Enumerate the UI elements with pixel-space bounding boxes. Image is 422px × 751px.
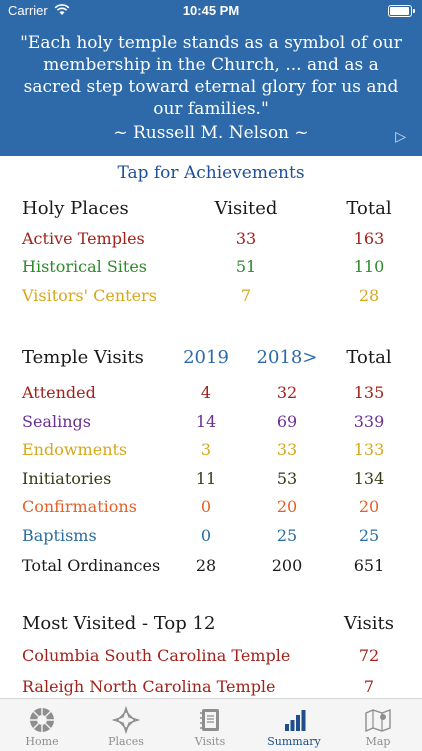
holy-places-header: Holy Places Visited Total	[0, 198, 422, 222]
temple-home-icon	[30, 708, 54, 732]
row-label: Total Ordinances	[22, 556, 161, 575]
ordinance-row-sealings: Sealings 14 69 339	[0, 412, 422, 436]
value-2019: 0	[200, 526, 212, 545]
row-label: Visitors' Centers	[22, 286, 157, 305]
visited-value: 7	[240, 286, 252, 305]
tab-places[interactable]: Places	[84, 699, 168, 751]
row-label: Attended	[22, 383, 96, 402]
quote-line: "Each holy temple stands as a symbol of …	[20, 33, 402, 53]
temple-visits-header: Temple Visits 2019 2018> Total	[0, 347, 422, 371]
quote-text: "Each holy temple stands as a symbol of …	[20, 32, 402, 120]
ordinance-row-initiatories: Initiatories 11 53 134	[0, 469, 422, 493]
map-icon	[365, 708, 391, 733]
visits-value: 72	[358, 646, 380, 665]
value-2018: 20	[276, 497, 298, 516]
total-value: 134	[353, 469, 385, 488]
battery-icon	[388, 5, 415, 17]
row-label: Confirmations	[22, 497, 137, 516]
total-value: 651	[353, 556, 385, 575]
value-2019: 11	[195, 469, 217, 488]
journal-icon	[200, 709, 219, 731]
tab-label: Summary	[267, 735, 321, 748]
total-value: 110	[353, 257, 385, 276]
quote-line: membership in the Church, ... and as a	[43, 55, 379, 75]
column-header-visited: Visited	[214, 198, 278, 219]
total-value: 25	[358, 526, 380, 545]
ordinance-row-confirmations: Confirmations 0 20 20	[0, 497, 422, 521]
status-bar: Carrier 10:45 PM	[0, 0, 422, 22]
row-label: Active Temples	[22, 229, 145, 248]
most-visited-row[interactable]: Raleigh North Carolina Temple 7	[0, 677, 422, 701]
quote-line: our families."	[153, 99, 269, 119]
most-visited-header: Most Visited - Top 12 Visits	[0, 613, 422, 637]
value-2018: 53	[276, 469, 298, 488]
holy-place-row-active-temples[interactable]: Active Temples 33 163	[0, 229, 422, 253]
holy-place-row-visitors-centers[interactable]: Visitors' Centers 7 28	[0, 286, 422, 310]
quote-banner[interactable]: "Each holy temple stands as a symbol of …	[0, 22, 422, 156]
column-header-total: Total	[346, 198, 392, 219]
ordinance-row-total: Total Ordinances 28 200 651	[0, 556, 422, 580]
row-label: Initiatories	[22, 469, 112, 488]
holy-place-row-historical-sites[interactable]: Historical Sites 51 110	[0, 257, 422, 281]
row-label: Sealings	[22, 412, 91, 431]
section-title: Most Visited - Top 12	[22, 613, 216, 634]
wifi-icon	[54, 4, 70, 19]
total-value: 133	[353, 440, 385, 459]
tab-home[interactable]: Home	[0, 699, 84, 751]
tab-label: Map	[365, 735, 391, 748]
visited-value: 33	[235, 229, 257, 248]
most-visited-row[interactable]: Columbia South Carolina Temple 72	[0, 646, 422, 670]
total-value: 339	[353, 412, 385, 431]
column-header-2018[interactable]: 2018>	[256, 347, 318, 368]
value-2019: 0	[200, 497, 212, 516]
carrier-label: Carrier	[8, 3, 48, 18]
compass-star-icon	[112, 706, 140, 734]
row-label: Historical Sites	[22, 257, 147, 276]
section-title: Temple Visits	[22, 347, 144, 368]
visits-value: 7	[363, 677, 375, 696]
bar-chart-icon	[285, 710, 306, 731]
tab-summary[interactable]: Summary	[252, 699, 336, 751]
tab-map[interactable]: Map	[336, 699, 420, 751]
row-label: Endowments	[22, 440, 128, 459]
total-value: 135	[353, 383, 385, 402]
tab-visits[interactable]: Visits	[168, 699, 252, 751]
quote-author: ~ Russell M. Nelson ~	[113, 123, 309, 143]
value-2018: 200	[271, 556, 303, 575]
value-2018: 69	[276, 412, 298, 431]
temple-name: Raleigh North Carolina Temple	[22, 677, 276, 696]
total-value: 28	[358, 286, 380, 305]
ordinance-row-attended: Attended 4 32 135	[0, 383, 422, 407]
row-label: Baptisms	[22, 526, 97, 545]
value-2019: 3	[200, 440, 212, 459]
total-value: 163	[353, 229, 385, 248]
tab-bar: Home Places Visits Summary Ma	[0, 698, 422, 751]
value-2019: 14	[195, 412, 217, 431]
value-2018: 25	[276, 526, 298, 545]
column-header-total: Total	[346, 347, 392, 368]
achievements-link[interactable]: Tap for Achievements	[117, 163, 305, 183]
temple-name: Columbia South Carolina Temple	[22, 646, 291, 665]
value-2018: 33	[276, 440, 298, 459]
clock: 10:45 PM	[182, 3, 240, 18]
play-triangle-icon[interactable]: ▷	[395, 129, 406, 145]
ordinance-row-baptisms: Baptisms 0 25 25	[0, 526, 422, 550]
column-header-2019[interactable]: 2019	[183, 347, 229, 368]
value-2018: 32	[276, 383, 298, 402]
tab-label: Home	[25, 735, 59, 748]
visited-value: 51	[235, 257, 257, 276]
section-title: Holy Places	[22, 198, 129, 219]
value-2019: 28	[195, 556, 217, 575]
tab-label: Places	[108, 735, 144, 748]
value-2019: 4	[200, 383, 212, 402]
total-value: 20	[358, 497, 380, 516]
quote-line: sacred step toward eternal glory for us …	[23, 77, 399, 97]
ordinance-row-endowments: Endowments 3 33 133	[0, 440, 422, 464]
column-header-visits: Visits	[344, 613, 394, 634]
tab-label: Visits	[194, 735, 226, 748]
